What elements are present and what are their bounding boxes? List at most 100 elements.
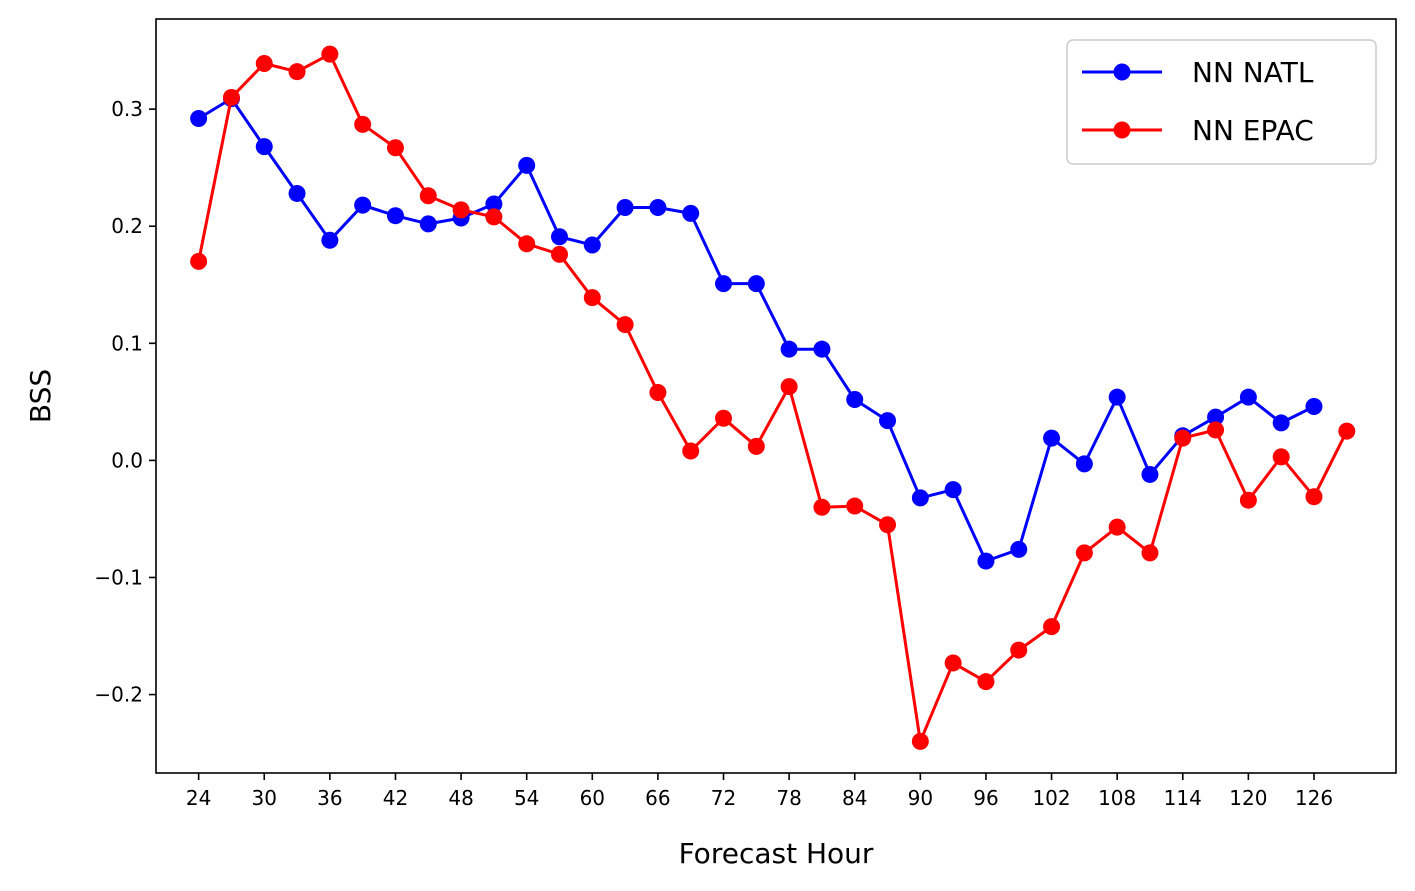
data-point-nn-epac bbox=[518, 235, 536, 253]
y-axis-title: BSS bbox=[24, 369, 57, 423]
data-point-nn-epac bbox=[780, 378, 798, 396]
data-point-nn-natl bbox=[879, 412, 897, 430]
data-point-nn-natl bbox=[682, 204, 700, 222]
data-point-nn-epac bbox=[747, 437, 765, 455]
x-tick-label: 84 bbox=[842, 786, 867, 810]
data-point-nn-epac bbox=[1207, 421, 1225, 439]
data-point-nn-natl bbox=[1141, 465, 1159, 483]
x-tick-label: 114 bbox=[1164, 786, 1202, 810]
data-point-nn-epac bbox=[1305, 488, 1323, 506]
data-point-nn-natl bbox=[550, 228, 568, 246]
x-axis-title: Forecast Hour bbox=[679, 837, 874, 870]
x-tick-label: 24 bbox=[186, 786, 211, 810]
series-layer bbox=[190, 45, 1356, 750]
data-point-nn-epac bbox=[911, 732, 929, 750]
legend-marker-nn-epac bbox=[1113, 121, 1131, 139]
data-point-nn-epac bbox=[1239, 491, 1257, 509]
data-point-nn-natl bbox=[386, 207, 404, 225]
x-tick-label: 78 bbox=[776, 786, 801, 810]
data-point-nn-natl bbox=[485, 195, 503, 213]
data-point-nn-natl bbox=[288, 184, 306, 202]
data-point-nn-epac bbox=[879, 516, 897, 534]
data-point-nn-epac bbox=[354, 115, 372, 133]
data-point-nn-epac bbox=[1338, 422, 1356, 440]
x-tick-label: 120 bbox=[1229, 786, 1267, 810]
data-point-nn-epac bbox=[1108, 518, 1126, 536]
data-point-nn-natl bbox=[747, 275, 765, 293]
data-point-nn-natl bbox=[419, 215, 437, 233]
y-tick-label: 0.1 bbox=[111, 331, 143, 355]
data-point-nn-natl bbox=[354, 196, 372, 214]
x-tick-label: 90 bbox=[908, 786, 933, 810]
x-tick-label: 36 bbox=[317, 786, 342, 810]
data-point-nn-epac bbox=[321, 45, 339, 63]
data-point-nn-epac bbox=[813, 498, 831, 516]
x-tick-label: 54 bbox=[514, 786, 539, 810]
data-point-nn-epac bbox=[616, 316, 634, 334]
data-point-nn-epac bbox=[386, 139, 404, 157]
data-point-nn-epac bbox=[1010, 641, 1028, 659]
data-point-nn-natl bbox=[1305, 398, 1323, 416]
data-point-nn-epac bbox=[944, 654, 962, 672]
data-point-nn-natl bbox=[846, 391, 864, 409]
data-point-nn-epac bbox=[1141, 544, 1159, 562]
x-tick-label: 48 bbox=[448, 786, 473, 810]
data-point-nn-epac bbox=[255, 54, 273, 72]
legend-marker-nn-natl bbox=[1113, 63, 1131, 81]
data-point-nn-natl bbox=[255, 138, 273, 156]
data-point-nn-natl bbox=[715, 275, 733, 293]
data-point-nn-epac bbox=[485, 208, 503, 226]
x-tick-label: 30 bbox=[252, 786, 277, 810]
y-tick-label: −0.2 bbox=[94, 683, 143, 707]
x-tick-label: 108 bbox=[1098, 786, 1136, 810]
data-point-nn-natl bbox=[944, 481, 962, 499]
data-point-nn-epac bbox=[1272, 448, 1290, 466]
x-tick-label: 42 bbox=[383, 786, 408, 810]
x-tick-label: 96 bbox=[973, 786, 998, 810]
data-point-nn-natl bbox=[780, 340, 798, 358]
data-point-nn-epac bbox=[452, 201, 470, 219]
data-point-nn-natl bbox=[1207, 408, 1225, 426]
data-point-nn-natl bbox=[1043, 429, 1061, 447]
data-point-nn-epac bbox=[682, 442, 700, 460]
x-axis-ticks: 24 30 36 42 48 54 60 66 72 78 84 90 96 102 108 114 120 12… bbox=[186, 773, 1333, 810]
y-tick-label: 0.2 bbox=[111, 214, 143, 238]
data-point-nn-epac bbox=[419, 187, 437, 205]
data-point-nn-natl bbox=[977, 552, 995, 570]
data-point-nn-epac bbox=[550, 245, 568, 263]
x-tick-label: 66 bbox=[645, 786, 670, 810]
data-point-nn-epac bbox=[190, 252, 208, 270]
data-point-nn-natl bbox=[321, 231, 339, 249]
x-tick-label: 60 bbox=[580, 786, 605, 810]
data-point-nn-natl bbox=[1239, 388, 1257, 406]
data-point-nn-epac bbox=[583, 289, 601, 307]
data-point-nn-epac bbox=[649, 383, 667, 401]
data-point-nn-natl bbox=[1075, 455, 1093, 473]
data-point-nn-natl bbox=[1010, 540, 1028, 558]
data-point-nn-epac bbox=[1043, 618, 1061, 636]
data-point-nn-natl bbox=[190, 110, 208, 128]
x-tick-label: 102 bbox=[1032, 786, 1070, 810]
x-tick-label: 126 bbox=[1295, 786, 1333, 810]
data-point-nn-epac bbox=[1174, 429, 1192, 447]
data-point-nn-natl bbox=[1272, 414, 1290, 432]
y-tick-label: −0.1 bbox=[94, 565, 143, 589]
y-axis-ticks: −0.2 −0.1 0.0 0.1 0.2 0.3 bbox=[94, 97, 156, 707]
data-point-nn-natl bbox=[911, 489, 929, 507]
legend-label-nn-natl: NN NATL bbox=[1192, 56, 1314, 89]
data-point-nn-natl bbox=[1108, 388, 1126, 406]
data-point-nn-natl bbox=[518, 156, 536, 174]
y-tick-label: 0.3 bbox=[111, 97, 143, 121]
data-point-nn-natl bbox=[649, 199, 667, 216]
legend: NN NATL NN EPAC bbox=[1066, 39, 1377, 165]
data-point-nn-natl bbox=[813, 340, 831, 358]
data-point-nn-epac bbox=[715, 409, 733, 427]
legend-label-nn-epac: NN EPAC bbox=[1192, 114, 1314, 147]
data-point-nn-natl bbox=[583, 236, 601, 254]
data-point-nn-epac bbox=[977, 673, 995, 691]
data-point-nn-epac bbox=[288, 63, 306, 81]
y-tick-label: 0.0 bbox=[111, 448, 143, 472]
data-point-nn-epac bbox=[222, 88, 240, 106]
x-tick-label: 72 bbox=[711, 786, 736, 810]
